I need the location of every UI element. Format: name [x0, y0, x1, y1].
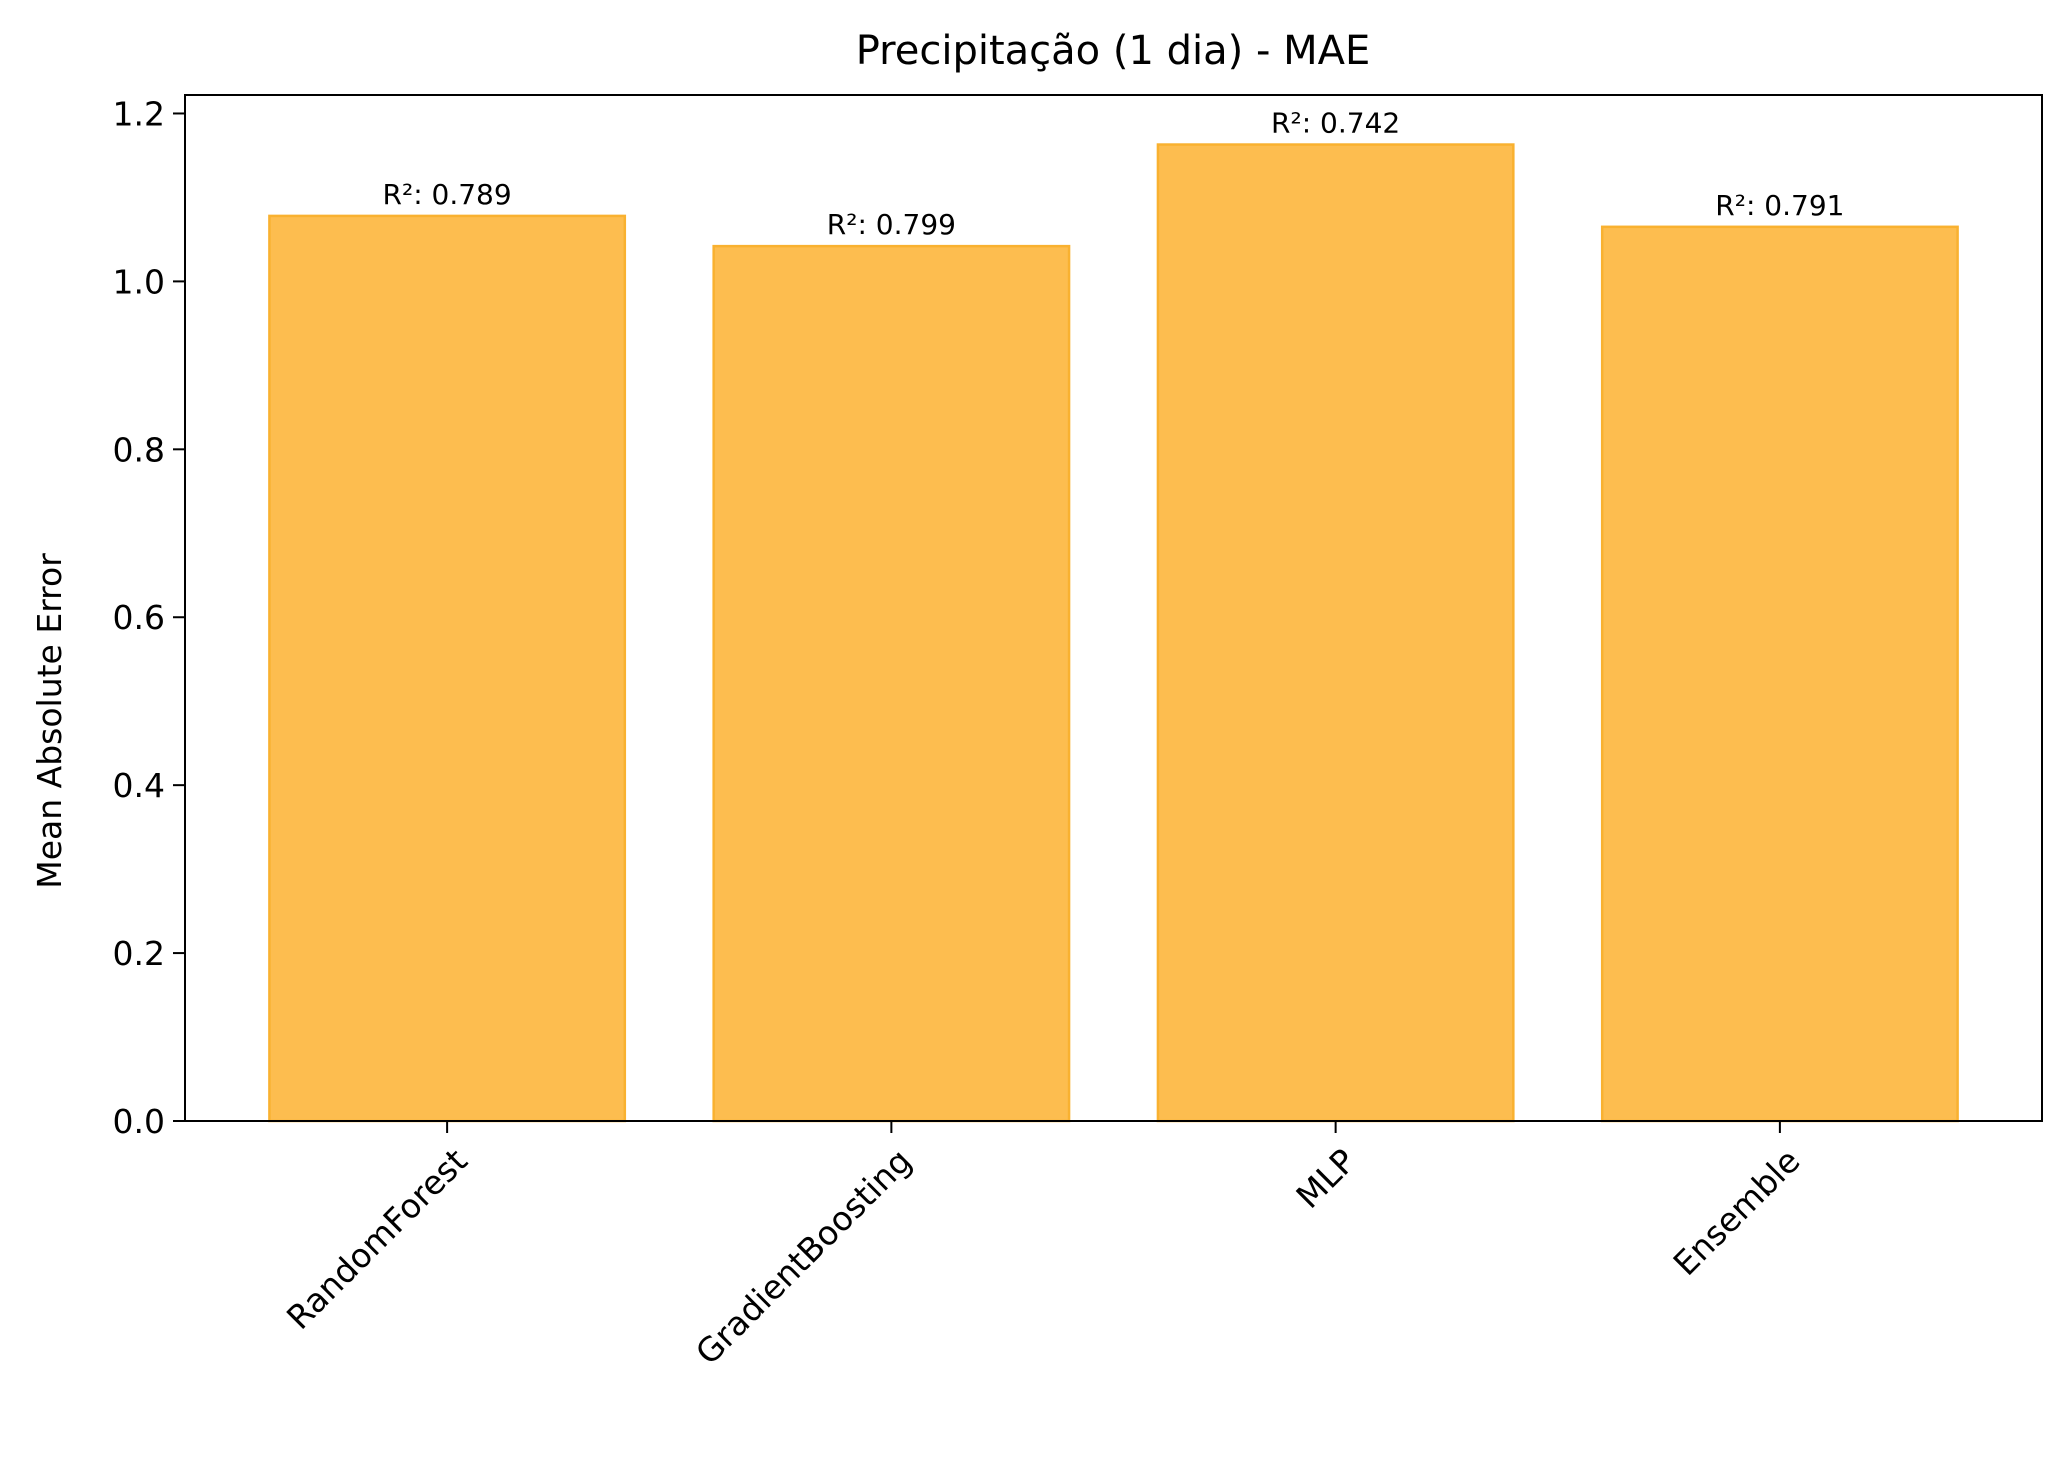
y-tick-label: 1.0 [113, 262, 165, 301]
bar-value-label: R²: 0.799 [827, 208, 956, 241]
y-tick-label: 0.4 [113, 766, 165, 805]
bar-value-label: R²: 0.742 [1271, 107, 1400, 140]
y-tick-label: 0.0 [113, 1102, 165, 1141]
bar-value-label: R²: 0.791 [1715, 189, 1844, 222]
bar-ensemble [1600, 225, 1959, 1123]
bars-layer [268, 143, 1959, 1123]
chart-title: Precipitação (1 dia) - MAE [856, 28, 1371, 74]
y-tick-label: 0.8 [113, 430, 165, 469]
y-axis-label: Mean Absolute Error [30, 553, 69, 889]
y-tick-label: 0.6 [113, 598, 165, 637]
y-tick-label: 1.2 [113, 94, 165, 133]
x-tick-label: GradientBoosting [688, 1141, 919, 1372]
bar-mlp [1156, 143, 1515, 1123]
y-tick-label: 0.2 [113, 934, 165, 973]
y-axis: 0.0 0.2 0.4 0.6 0.8 1.0 1.2 [113, 94, 185, 1141]
x-tick-label: RandomForest [279, 1141, 475, 1337]
bar-randomforest [268, 214, 627, 1123]
bar-value-label: R²: 0.789 [383, 178, 512, 211]
plot-frame [184, 94, 2043, 1122]
bar-labels-layer: R²: 0.789 R²: 0.799 R²: 0.742 R²: 0.791 [383, 107, 1845, 242]
x-tick-label: MLP [1288, 1141, 1363, 1216]
bar-gradientboosting [712, 244, 1071, 1123]
x-axis: RandomForest GradientBoosting MLP Ensemble [279, 1121, 1808, 1372]
x-tick-label: Ensemble [1666, 1141, 1808, 1283]
